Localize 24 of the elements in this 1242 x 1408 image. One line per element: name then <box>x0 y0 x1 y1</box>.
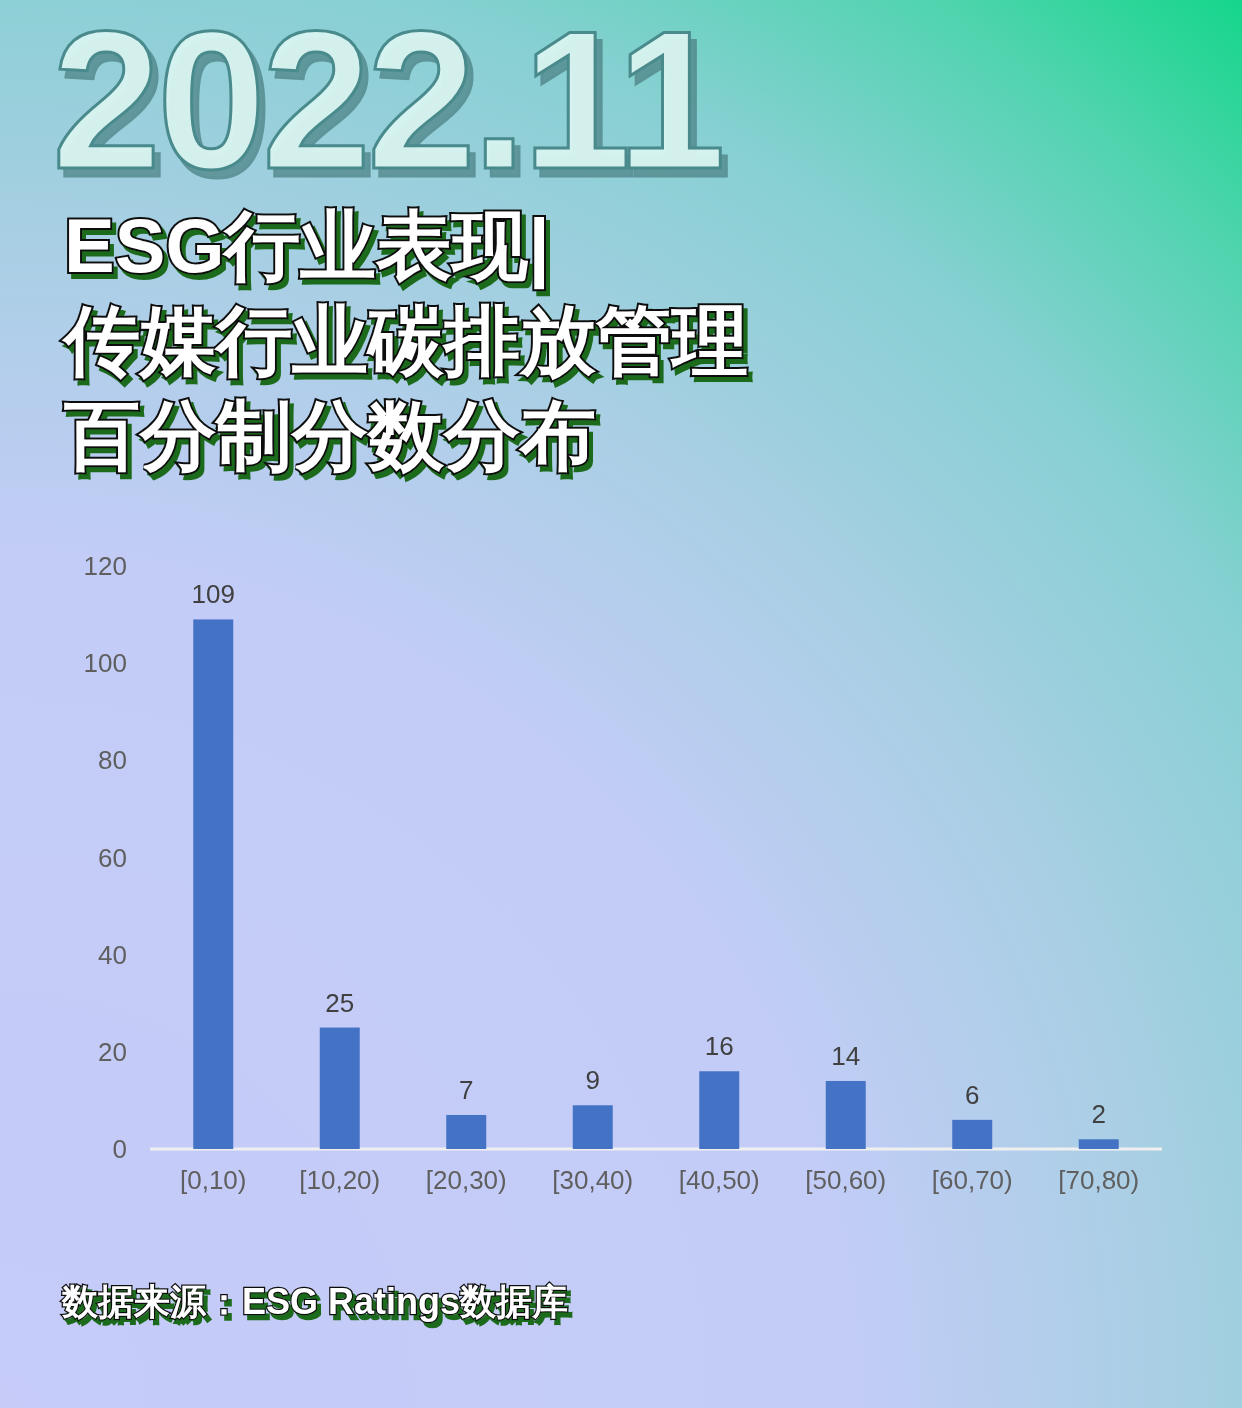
data-label: 16 <box>704 1031 734 1062</box>
data-label: 9 <box>585 1065 600 1096</box>
data-label: 6 <box>965 1079 980 1110</box>
data-label: 7 <box>459 1075 474 1105</box>
xtick: [0,10) <box>180 1165 247 1195</box>
xtick: [50,60) <box>805 1165 887 1195</box>
data-label: 14 <box>831 1041 861 1071</box>
data-label: 25 <box>325 987 355 1018</box>
xtick: [30,40) <box>552 1165 634 1195</box>
ytick: 0 <box>112 1134 127 1164</box>
ytick: 40 <box>98 939 127 970</box>
xtick: [60,70) <box>931 1165 1013 1195</box>
data-label: 109 <box>191 579 235 610</box>
ytick: 20 <box>98 1036 127 1067</box>
xtick: [20,30) <box>425 1165 507 1195</box>
ytick: 80 <box>98 745 127 776</box>
ytick: 100 <box>83 648 127 679</box>
title: 百分制分数分布 <box>64 393 596 478</box>
xtick: [40,50) <box>678 1165 760 1195</box>
ytick: 120 <box>83 551 127 581</box>
xtick: [10,20) <box>299 1165 381 1195</box>
xtick: [70,80) <box>1058 1165 1140 1195</box>
data-label: 2 <box>1091 1099 1106 1130</box>
ytick: 60 <box>98 842 127 873</box>
